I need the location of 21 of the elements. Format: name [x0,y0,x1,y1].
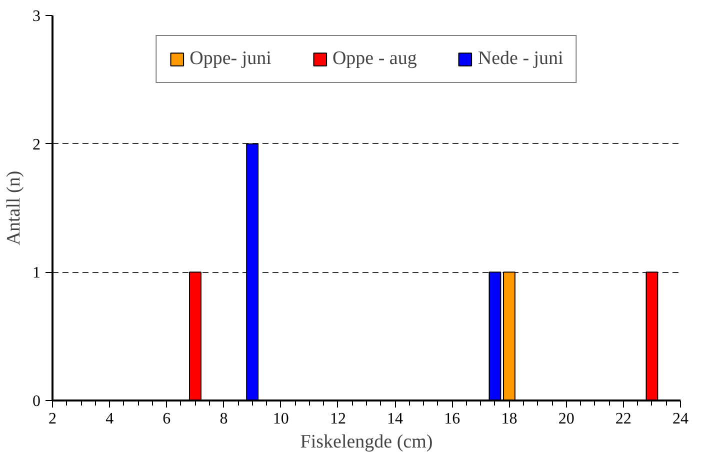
x-tick-label: 22 [615,410,632,428]
legend-label: Nede - juni [478,48,564,70]
y-axis-title: Antall (n) [4,170,24,246]
x-tick-label: 6 [162,410,171,428]
legend-label: Oppe - aug [332,48,417,70]
legend-label: Oppe- juni [190,48,272,70]
x-tick-label: 20 [558,410,574,428]
y-tick-label: 0 [32,393,40,410]
x-tick-label: 18 [501,410,518,428]
x-tick-label: 12 [330,410,346,428]
y-tick-label: 2 [32,136,40,154]
x-tick-label: 10 [272,410,289,428]
x-tick-label: 2 [48,410,56,428]
y-tick-label: 3 [32,8,40,25]
x-tick-label: 16 [444,410,460,428]
x-tick-label: 24 [672,410,688,428]
x-tick-label: 4 [106,410,114,428]
x-tick-label: 8 [220,410,228,428]
y-tick-label: 1 [32,264,40,282]
x-tick-label: 14 [387,410,404,428]
x-axis-title: Fiskelengde (cm) [300,432,433,452]
